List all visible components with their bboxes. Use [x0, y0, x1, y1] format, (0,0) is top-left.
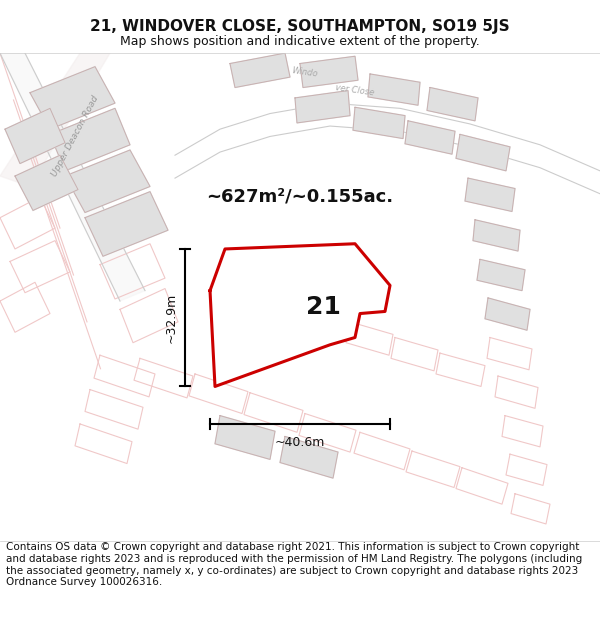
Polygon shape: [405, 121, 455, 154]
Polygon shape: [210, 244, 390, 386]
Polygon shape: [65, 150, 150, 213]
Polygon shape: [15, 155, 78, 211]
Text: ver Close: ver Close: [335, 84, 375, 98]
Polygon shape: [0, 53, 145, 301]
Text: Windo: Windo: [292, 66, 319, 78]
Text: Contains OS data © Crown copyright and database right 2021. This information is : Contains OS data © Crown copyright and d…: [6, 542, 582, 588]
Polygon shape: [427, 88, 478, 121]
Text: 21, WINDOVER CLOSE, SOUTHAMPTON, SO19 5JS: 21, WINDOVER CLOSE, SOUTHAMPTON, SO19 5J…: [90, 19, 510, 34]
Polygon shape: [485, 298, 530, 330]
Polygon shape: [465, 178, 515, 211]
Polygon shape: [473, 220, 520, 251]
Polygon shape: [5, 108, 65, 164]
Text: Upper Deacon Road: Upper Deacon Road: [50, 94, 100, 178]
Polygon shape: [215, 416, 275, 459]
Polygon shape: [280, 436, 338, 478]
Polygon shape: [368, 74, 420, 105]
Polygon shape: [50, 108, 130, 171]
Text: ~32.9m: ~32.9m: [164, 292, 178, 343]
Polygon shape: [456, 134, 510, 171]
Polygon shape: [353, 107, 405, 139]
Polygon shape: [300, 56, 358, 88]
Text: ~40.6m: ~40.6m: [275, 436, 325, 449]
Text: ~627m²/~0.155ac.: ~627m²/~0.155ac.: [206, 188, 394, 206]
Polygon shape: [30, 67, 115, 129]
Polygon shape: [477, 259, 525, 291]
Text: 21: 21: [307, 295, 341, 319]
Polygon shape: [85, 192, 168, 256]
Polygon shape: [230, 53, 290, 88]
Text: Map shows position and indicative extent of the property.: Map shows position and indicative extent…: [120, 36, 480, 48]
Polygon shape: [0, 53, 110, 186]
Polygon shape: [295, 91, 350, 123]
